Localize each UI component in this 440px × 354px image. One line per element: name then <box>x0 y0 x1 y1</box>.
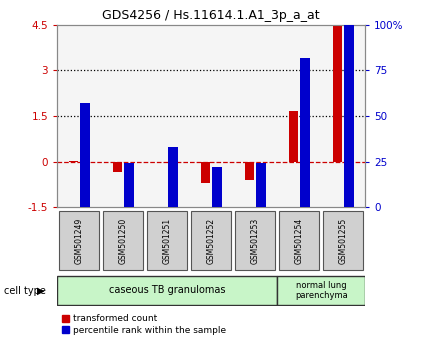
FancyBboxPatch shape <box>277 276 365 305</box>
Text: GSM501249: GSM501249 <box>75 218 84 264</box>
Text: GSM501254: GSM501254 <box>295 218 304 264</box>
FancyBboxPatch shape <box>323 211 363 270</box>
FancyBboxPatch shape <box>279 211 319 270</box>
Text: ▶: ▶ <box>37 286 45 296</box>
Text: cell type: cell type <box>4 286 46 296</box>
Bar <box>124 163 134 207</box>
Text: GDS4256 / Hs.11614.1.A1_3p_a_at: GDS4256 / Hs.11614.1.A1_3p_a_at <box>103 9 320 22</box>
Bar <box>333 26 342 161</box>
Text: GSM501255: GSM501255 <box>339 218 348 264</box>
Bar <box>300 58 310 207</box>
Bar <box>80 103 90 207</box>
FancyBboxPatch shape <box>147 211 187 270</box>
Text: GSM501251: GSM501251 <box>163 218 172 264</box>
Legend: transformed count, percentile rank within the sample: transformed count, percentile rank withi… <box>62 314 226 335</box>
FancyBboxPatch shape <box>59 211 99 270</box>
FancyBboxPatch shape <box>191 211 231 270</box>
Bar <box>157 161 166 162</box>
Bar <box>201 161 210 183</box>
Bar <box>245 161 254 180</box>
Bar <box>289 112 298 161</box>
FancyBboxPatch shape <box>235 211 275 270</box>
FancyBboxPatch shape <box>57 276 277 305</box>
Bar <box>212 167 222 207</box>
Text: normal lung
parenchyma: normal lung parenchyma <box>295 281 348 300</box>
Bar <box>113 161 122 172</box>
Bar <box>344 25 354 207</box>
FancyBboxPatch shape <box>103 211 143 270</box>
Text: caseous TB granulomas: caseous TB granulomas <box>109 285 225 295</box>
Text: GSM501252: GSM501252 <box>207 218 216 264</box>
Text: GSM501250: GSM501250 <box>119 218 128 264</box>
Bar <box>256 163 266 207</box>
Bar <box>168 147 178 207</box>
Text: GSM501253: GSM501253 <box>251 218 260 264</box>
